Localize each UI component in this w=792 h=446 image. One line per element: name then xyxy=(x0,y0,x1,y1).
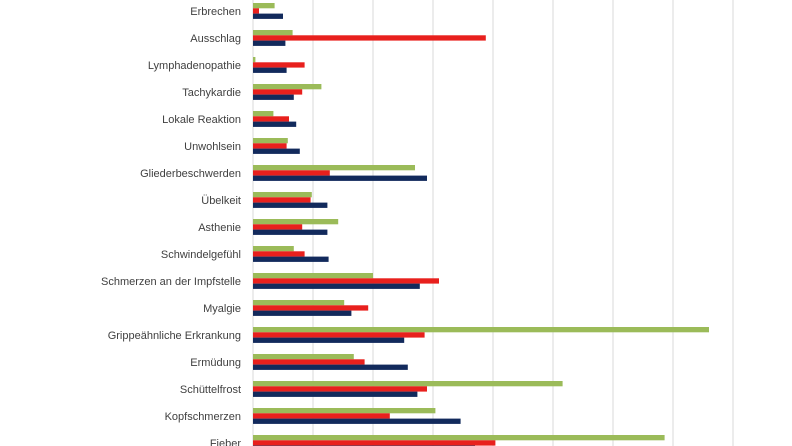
bar-8-series-2 xyxy=(253,229,328,235)
bar-1-series-2 xyxy=(253,40,286,46)
bar-4-series-1 xyxy=(253,116,289,122)
bar-8-series-0 xyxy=(253,219,339,225)
bar-14-series-0 xyxy=(253,381,563,387)
category-label-15: Kopfschmerzen xyxy=(165,411,241,423)
category-label-7: Übelkeit xyxy=(201,195,241,207)
category-label-14: Schüttelfrost xyxy=(180,384,241,396)
bar-9-series-1 xyxy=(253,251,305,257)
bar-11-series-2 xyxy=(253,310,352,316)
bar-13-series-1 xyxy=(253,359,365,365)
bar-7-series-1 xyxy=(253,197,311,203)
bar-2-series-0 xyxy=(253,57,256,63)
bar-10-series-1 xyxy=(253,278,439,284)
category-label-4: Lokale Reaktion xyxy=(162,114,241,126)
category-label-1: Ausschlag xyxy=(190,33,241,45)
category-labels: Erbrechen Ausschlag Lymphadenopathie Tachyk… xyxy=(101,6,241,446)
gridlines xyxy=(252,0,734,446)
category-label-2: Lymphadenopathie xyxy=(148,60,241,72)
bar-12-series-1 xyxy=(253,332,425,338)
bar-4-series-2 xyxy=(253,121,297,127)
bar-5-series-2 xyxy=(253,148,300,154)
bar-8-series-1 xyxy=(253,224,303,230)
bar-12-series-2 xyxy=(253,337,405,343)
bar-1-series-1 xyxy=(253,35,486,41)
bar-5-series-1 xyxy=(253,143,287,149)
bar-2-series-1 xyxy=(253,62,305,68)
bar-14-series-1 xyxy=(253,386,427,392)
category-label-12: Grippeähnliche Erkrankung xyxy=(108,330,241,342)
bar-15-series-1 xyxy=(253,413,390,419)
category-label-9: Schwindelgefühl xyxy=(161,249,241,261)
bar-6-series-2 xyxy=(253,175,427,181)
bar-14-series-2 xyxy=(253,391,418,397)
bar-1-series-0 xyxy=(253,30,293,36)
bars xyxy=(253,3,709,446)
bar-16-series-0 xyxy=(253,435,665,441)
category-label-11: Myalgie xyxy=(203,303,241,315)
bar-11-series-1 xyxy=(253,305,369,311)
bar-11-series-0 xyxy=(253,300,345,306)
bar-6-series-1 xyxy=(253,170,330,176)
bar-0-series-0 xyxy=(253,3,275,9)
bar-15-series-2 xyxy=(253,418,461,424)
bar-10-series-0 xyxy=(253,273,373,279)
category-label-0: Erbrechen xyxy=(190,6,241,18)
bar-7-series-0 xyxy=(253,192,312,198)
bar-3-series-0 xyxy=(253,84,322,90)
bar-9-series-2 xyxy=(253,256,329,262)
category-label-3: Tachykardie xyxy=(182,87,241,99)
bar-9-series-0 xyxy=(253,246,294,252)
category-label-13: Ermüdung xyxy=(190,357,241,369)
bar-3-series-1 xyxy=(253,89,303,95)
bar-6-series-0 xyxy=(253,165,415,171)
bar-12-series-0 xyxy=(253,327,709,333)
category-label-10: Schmerzen an der Impfstelle xyxy=(101,276,241,288)
bar-10-series-2 xyxy=(253,283,420,289)
bar-13-series-0 xyxy=(253,354,354,360)
bar-0-series-2 xyxy=(253,13,283,19)
bar-7-series-2 xyxy=(253,202,328,208)
category-label-8: Asthenie xyxy=(198,222,241,234)
bar-15-series-0 xyxy=(253,408,436,414)
bar-0-series-1 xyxy=(253,8,259,14)
bar-16-series-1 xyxy=(253,440,496,446)
category-label-6: Gliederbeschwerden xyxy=(140,168,241,180)
category-label-16: Fieber xyxy=(210,438,242,446)
bar-13-series-2 xyxy=(253,364,408,370)
bar-4-series-0 xyxy=(253,111,274,117)
category-label-5: Unwohlsein xyxy=(184,141,241,153)
bar-3-series-2 xyxy=(253,94,294,100)
bar-2-series-2 xyxy=(253,67,287,73)
bar-5-series-0 xyxy=(253,138,288,144)
